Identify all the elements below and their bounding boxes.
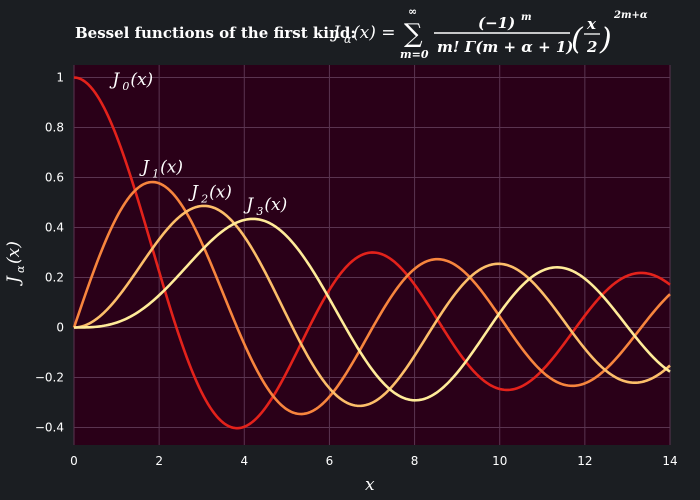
series-label-sub: 3 (256, 205, 263, 218)
series-line-j2 (73, 204, 671, 408)
series-label-j2: J 2 (x) (188, 183, 232, 206)
series-label-main: J (188, 183, 199, 203)
title-frac-num: x (586, 15, 597, 33)
title-frac-den: 2 (586, 38, 597, 56)
title-paren-close: ) (599, 22, 612, 57)
series-line-j3 (74, 217, 671, 402)
y-tick-label: 0.4 (45, 221, 64, 235)
series-line-j1 (72, 180, 671, 416)
title-sum-symbol: ∑ (404, 19, 423, 49)
series-label-arg: (x) (209, 183, 232, 203)
series-label-main: J (243, 195, 254, 215)
x-tick-label: 10 (492, 454, 507, 468)
x-tick-label: 12 (577, 454, 592, 468)
series-label-sub: 0 (122, 80, 129, 93)
series-label-main: J (109, 70, 120, 90)
y-tick-label: 0.2 (45, 271, 64, 285)
x-axis-label: x (365, 475, 375, 495)
title-denominator: m! Γ(m + α + 1) (437, 38, 573, 56)
x-tick-label: 0 (70, 454, 78, 468)
y-tick-label: 0.6 (45, 171, 64, 185)
series-labels: J 0 (x)J 1 (x)J 2 (x)J 3 (x) (109, 70, 287, 218)
series-label-arg: (x) (264, 195, 287, 215)
y-axis-label-main: J (4, 275, 24, 286)
y-tick-label: −0.4 (35, 421, 64, 435)
series-label-j0: J 0 (x) (109, 70, 153, 93)
series-label-arg: (x) (160, 158, 183, 178)
y-axis-label: J α (x) (4, 241, 27, 286)
series-line-j0 (73, 76, 671, 430)
tick-labels: 0 2 4 6 8 10 12 14−0.4−0.200.20.40.60.81 (35, 71, 678, 469)
series-label-sub: 2 (200, 193, 208, 206)
x-tick-label: 8 (411, 454, 419, 468)
y-tick-label: 1 (56, 71, 64, 85)
title-paren-open: ( (571, 22, 584, 57)
y-tick-label: 0 (56, 321, 64, 335)
title-sum-top: ∞ (408, 5, 417, 18)
title-numerator-exp: m (521, 12, 532, 23)
series-label-j3: J 3 (x) (243, 195, 287, 218)
x-tick-label: 2 (155, 454, 163, 468)
title-prefix: Bessel functions of the first kind: (75, 24, 356, 42)
title-lhs-arg: (x) = (353, 23, 396, 43)
chart-title: Bessel functions of the first kind: J α … (75, 5, 648, 61)
y-tick-label: −0.2 (35, 371, 64, 385)
title-sum-bottom: m=0 (400, 48, 429, 61)
plot-area (74, 65, 670, 445)
series-label-main: J (139, 158, 150, 178)
series-label-sub: 1 (152, 168, 159, 181)
x-tick-label: 14 (662, 454, 677, 468)
y-tick-label: 0.8 (45, 121, 64, 135)
title-power: 2m+α (613, 10, 648, 21)
x-tick-label: 4 (240, 454, 248, 468)
series-label-arg: (x) (130, 70, 153, 90)
title-lhs-sub: α (344, 33, 352, 46)
series-lines (72, 76, 671, 430)
y-axis-label-sub: α (14, 265, 27, 273)
title-numerator: (−1) (478, 14, 515, 32)
series-label-j1: J 1 (x) (139, 158, 183, 181)
x-tick-label: 6 (326, 454, 334, 468)
title-lhs: J (330, 23, 341, 43)
y-axis-label-arg: (x) (4, 241, 24, 264)
